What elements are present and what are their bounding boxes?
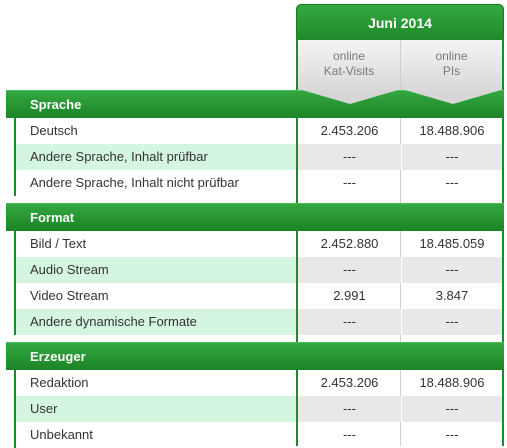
kat-visits-value: --- — [298, 257, 401, 283]
kat-visits-value: 2.452.880 — [320, 236, 379, 251]
pis-value: --- — [445, 175, 459, 190]
row-label: Redaktion — [30, 375, 89, 390]
table-row: Audio Stream --- --- — [16, 257, 502, 283]
table-row: Andere dynamische Formate --- --- — [16, 309, 502, 335]
row-label: Bild / Text — [30, 236, 87, 251]
table-row: Video Stream 2.991 3.847 — [16, 283, 502, 309]
row-label: Audio Stream — [16, 257, 296, 283]
month-header: Juni 2014 — [296, 4, 504, 40]
section-header-1: Format — [6, 203, 504, 231]
pis-value: 18.485.059 — [419, 236, 485, 251]
kat-visits-value: --- — [343, 175, 356, 190]
pis-value: 3.847 — [435, 288, 469, 303]
row-label: User — [16, 396, 296, 422]
kat-visits-value: 2.453.206 — [320, 375, 379, 390]
section-title: Erzeuger — [30, 349, 86, 364]
kat-visits-value: 2.453.206 — [320, 123, 379, 138]
section-rail — [14, 231, 16, 335]
pis-value: --- — [402, 257, 502, 283]
column-chevron — [302, 90, 398, 104]
column-frame-right — [502, 38, 504, 446]
kat-visits-value: --- — [298, 309, 401, 335]
column-header-line2: PIs — [442, 64, 461, 78]
kat-visits-value: --- — [298, 144, 401, 170]
section-title: Format — [30, 210, 75, 225]
row-label: Andere Sprache, Inhalt prüfbar — [16, 144, 296, 170]
table-row: Deutsch 2.453.206 18.488.906 — [16, 118, 502, 144]
pis-value: --- — [402, 144, 502, 170]
pis-value: --- — [402, 396, 502, 422]
section-header-2: Erzeuger — [6, 342, 504, 370]
row-label: Andere Sprache, Inhalt nicht prüfbar — [30, 175, 239, 190]
table-row: Andere Sprache, Inhalt prüfbar --- --- — [16, 144, 502, 170]
pis-value: 18.488.906 — [419, 123, 485, 138]
column-header-pis: online PIs — [401, 40, 502, 90]
column-frame-left — [296, 38, 298, 446]
column-chevron — [405, 90, 501, 104]
column-divider — [400, 40, 401, 446]
table-row: User --- --- — [16, 396, 502, 422]
table-row: Andere Sprache, Inhalt nicht prüfbar --- -… — [16, 170, 502, 196]
section-rail — [14, 370, 16, 448]
pis-value: 18.488.906 — [419, 375, 485, 390]
row-label: Unbekannt — [30, 427, 93, 442]
column-header-kat-visits: online Kat-Visits — [298, 40, 400, 90]
column-header-line1: online — [435, 49, 468, 63]
section-title: Sprache — [30, 97, 82, 112]
row-label: Deutsch — [30, 123, 78, 138]
month-label: Juni 2014 — [368, 14, 432, 31]
column-header-line1: online — [332, 49, 366, 63]
pis-value: --- — [402, 309, 502, 335]
kat-visits-value: --- — [298, 396, 401, 422]
kat-visits-value: --- — [343, 427, 356, 442]
table-row: Unbekannt --- --- — [16, 422, 502, 448]
table-row: Redaktion 2.453.206 18.488.906 — [16, 370, 502, 396]
kat-visits-value: 2.991 — [333, 288, 366, 303]
pis-value: --- — [445, 427, 459, 442]
section-rail — [14, 118, 16, 196]
column-header-line2: Kat-Visits — [323, 64, 375, 78]
table-row: Bild / Text 2.452.880 18.485.059 — [16, 231, 502, 257]
row-label: Video Stream — [30, 288, 109, 303]
row-label: Andere dynamische Formate — [16, 309, 296, 335]
